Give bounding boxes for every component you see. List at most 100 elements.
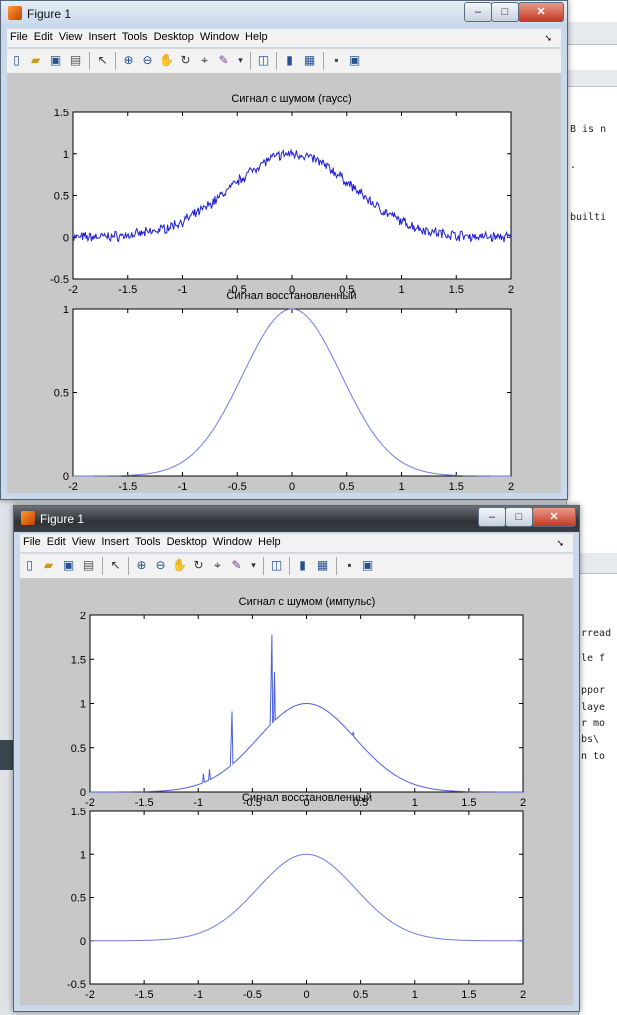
menu-tools[interactable]: Tools xyxy=(134,536,161,548)
close-button[interactable]: ✕ xyxy=(532,507,576,527)
brush-dropdown-icon[interactable]: ▾ xyxy=(251,560,256,570)
menu-window[interactable]: Window xyxy=(212,536,253,548)
pointer-icon[interactable]: ↖ xyxy=(97,53,108,67)
x-tick-label: -1.5 xyxy=(118,284,137,296)
x-tick-label: 2 xyxy=(520,989,526,1001)
rotate-icon[interactable]: ↻ xyxy=(193,558,204,572)
plot-impulse-noise[interactable]: -2 -1.5 -1 -0.5 0 0.5 1 1.5 2 0 0.5 1 1.5 2 xyxy=(20,612,573,812)
pointer-icon[interactable]: ↖ xyxy=(110,558,121,572)
legend-icon[interactable]: ▦ xyxy=(303,53,316,67)
series-line xyxy=(72,148,512,243)
x-tick-label: -1 xyxy=(193,989,203,1001)
menu-window[interactable]: Window xyxy=(199,31,240,43)
legend-icon[interactable]: ▦ xyxy=(316,558,329,572)
menu-view[interactable]: View xyxy=(71,536,96,548)
show-plot-tools-icon[interactable]: ▣ xyxy=(361,558,374,572)
y-tick-label: 0 xyxy=(80,787,86,799)
zoom-out-icon[interactable]: ⊖ xyxy=(155,558,166,572)
plot-restored-2[interactable]: -2 -1.5 -1 -0.5 0 0.5 1 1.5 2 -0.5 0 0.5 1 1.5 xyxy=(20,808,573,1004)
matlab-icon xyxy=(21,511,35,525)
background-editor-bottom: rread le f ppor laye r mo bs\ n to xyxy=(578,505,617,1015)
series-line xyxy=(90,634,523,793)
background-editor-top: B is n . builti xyxy=(566,0,617,505)
figure-window-1[interactable]: Figure 1 – □ ✕ File Edit View Insert Tools De… xyxy=(0,0,568,500)
zoom-in-icon[interactable]: ⊕ xyxy=(123,53,134,67)
figure-canvas: Сигнал с шумом (импульс) -2 -1.5 -1 -0.5 0 0.… xyxy=(20,578,573,1005)
new-figure-icon[interactable]: ▯ xyxy=(13,53,20,67)
plot-gauss-noise[interactable]: -2 -1.5 -1 -0.5 0 0.5 1 1.5 2 -0.5 0 0.5 1 1.5 xyxy=(7,109,561,299)
editor-line: r mo xyxy=(581,718,606,729)
matlab-icon xyxy=(8,6,22,20)
menu-desktop[interactable]: Desktop xyxy=(153,31,194,43)
menu-insert[interactable]: Insert xyxy=(101,536,129,548)
plot-area xyxy=(89,810,524,985)
brush-icon[interactable]: ✎ xyxy=(231,558,242,572)
menu-overflow-icon[interactable]: ➘ xyxy=(544,33,552,43)
x-tick-label: 1 xyxy=(398,481,404,493)
editor-line: . xyxy=(570,160,577,171)
menu-view[interactable]: View xyxy=(58,31,83,43)
series-line xyxy=(73,308,511,477)
zoom-in-icon[interactable]: ⊕ xyxy=(136,558,147,572)
print-icon[interactable]: ▤ xyxy=(82,558,95,572)
y-tick-label: 1.5 xyxy=(71,654,86,666)
x-tick-label: 2 xyxy=(520,797,526,809)
x-tick-label: 0 xyxy=(289,481,295,493)
editor-line: bs\ xyxy=(581,734,600,745)
open-file-icon[interactable]: ▰ xyxy=(43,558,54,572)
menu-file[interactable]: File xyxy=(10,31,28,43)
link-plot-icon[interactable]: ◫ xyxy=(257,53,270,67)
x-tick-label: 1.5 xyxy=(461,989,476,1001)
brush-icon[interactable]: ✎ xyxy=(218,53,229,67)
rotate-icon[interactable]: ↻ xyxy=(180,53,191,67)
title-bar[interactable]: Figure 1 – □ ✕ xyxy=(14,506,579,532)
window-title: Figure 1 xyxy=(40,512,85,526)
pan-icon[interactable]: ✋ xyxy=(172,558,187,572)
link-plot-icon[interactable]: ◫ xyxy=(270,558,283,572)
y-tick-label: 0.5 xyxy=(71,743,86,755)
menu-insert[interactable]: Insert xyxy=(88,31,116,43)
save-icon[interactable]: ▣ xyxy=(49,53,62,67)
hide-plot-tools-icon[interactable]: ▪ xyxy=(347,558,352,572)
x-tick-label: 0.5 xyxy=(339,481,354,493)
minimize-button[interactable]: – xyxy=(464,2,492,22)
pan-icon[interactable]: ✋ xyxy=(159,53,174,67)
maximize-button[interactable]: □ xyxy=(491,2,519,22)
new-figure-icon[interactable]: ▯ xyxy=(26,558,33,572)
menu-edit[interactable]: Edit xyxy=(33,31,53,43)
colorbar-icon[interactable]: ▮ xyxy=(286,53,293,67)
menu-overflow-icon[interactable]: ➘ xyxy=(556,538,564,548)
plot-restored-1[interactable]: -2 -1.5 -1 -0.5 0 0.5 1 1.5 2 0 0.5 1 xyxy=(7,306,561,496)
x-tick-label: -2 xyxy=(85,797,95,809)
title-bar[interactable]: Figure 1 – □ ✕ xyxy=(1,1,567,27)
menu-tools[interactable]: Tools xyxy=(121,31,148,43)
data-cursor-icon[interactable]: ⌖ xyxy=(201,53,208,67)
y-tick-label: 0.5 xyxy=(54,191,69,203)
colorbar-icon[interactable]: ▮ xyxy=(299,558,306,572)
show-plot-tools-icon[interactable]: ▣ xyxy=(348,53,361,67)
x-tick-label: 1.5 xyxy=(449,284,464,296)
x-tick-label: -1.5 xyxy=(118,481,137,493)
save-icon[interactable]: ▣ xyxy=(62,558,75,572)
figure-window-2[interactable]: Figure 1 – □ ✕ File Edit View Insert Tools De… xyxy=(13,505,580,1012)
editor-line: le f xyxy=(581,653,606,664)
x-tick-label: -0.5 xyxy=(243,989,262,1001)
close-button[interactable]: ✕ xyxy=(518,2,564,22)
x-tick-label: -0.5 xyxy=(228,481,247,493)
print-icon[interactable]: ▤ xyxy=(69,53,82,67)
menu-desktop[interactable]: Desktop xyxy=(166,536,207,548)
menu-help[interactable]: Help xyxy=(258,536,281,548)
y-tick-label: 1 xyxy=(63,306,69,316)
menu-help[interactable]: Help xyxy=(245,31,268,43)
minimize-button[interactable]: – xyxy=(478,507,506,527)
maximize-button[interactable]: □ xyxy=(505,507,533,527)
menu-edit[interactable]: Edit xyxy=(46,536,66,548)
menu-file[interactable]: File xyxy=(23,536,41,548)
x-tick-label: 0 xyxy=(289,284,295,296)
zoom-out-icon[interactable]: ⊖ xyxy=(142,53,153,67)
hide-plot-tools-icon[interactable]: ▪ xyxy=(334,53,339,67)
x-tick-label: 0.5 xyxy=(353,989,368,1001)
brush-dropdown-icon[interactable]: ▾ xyxy=(238,55,243,65)
data-cursor-icon[interactable]: ⌖ xyxy=(214,558,221,572)
open-file-icon[interactable]: ▰ xyxy=(30,53,41,67)
